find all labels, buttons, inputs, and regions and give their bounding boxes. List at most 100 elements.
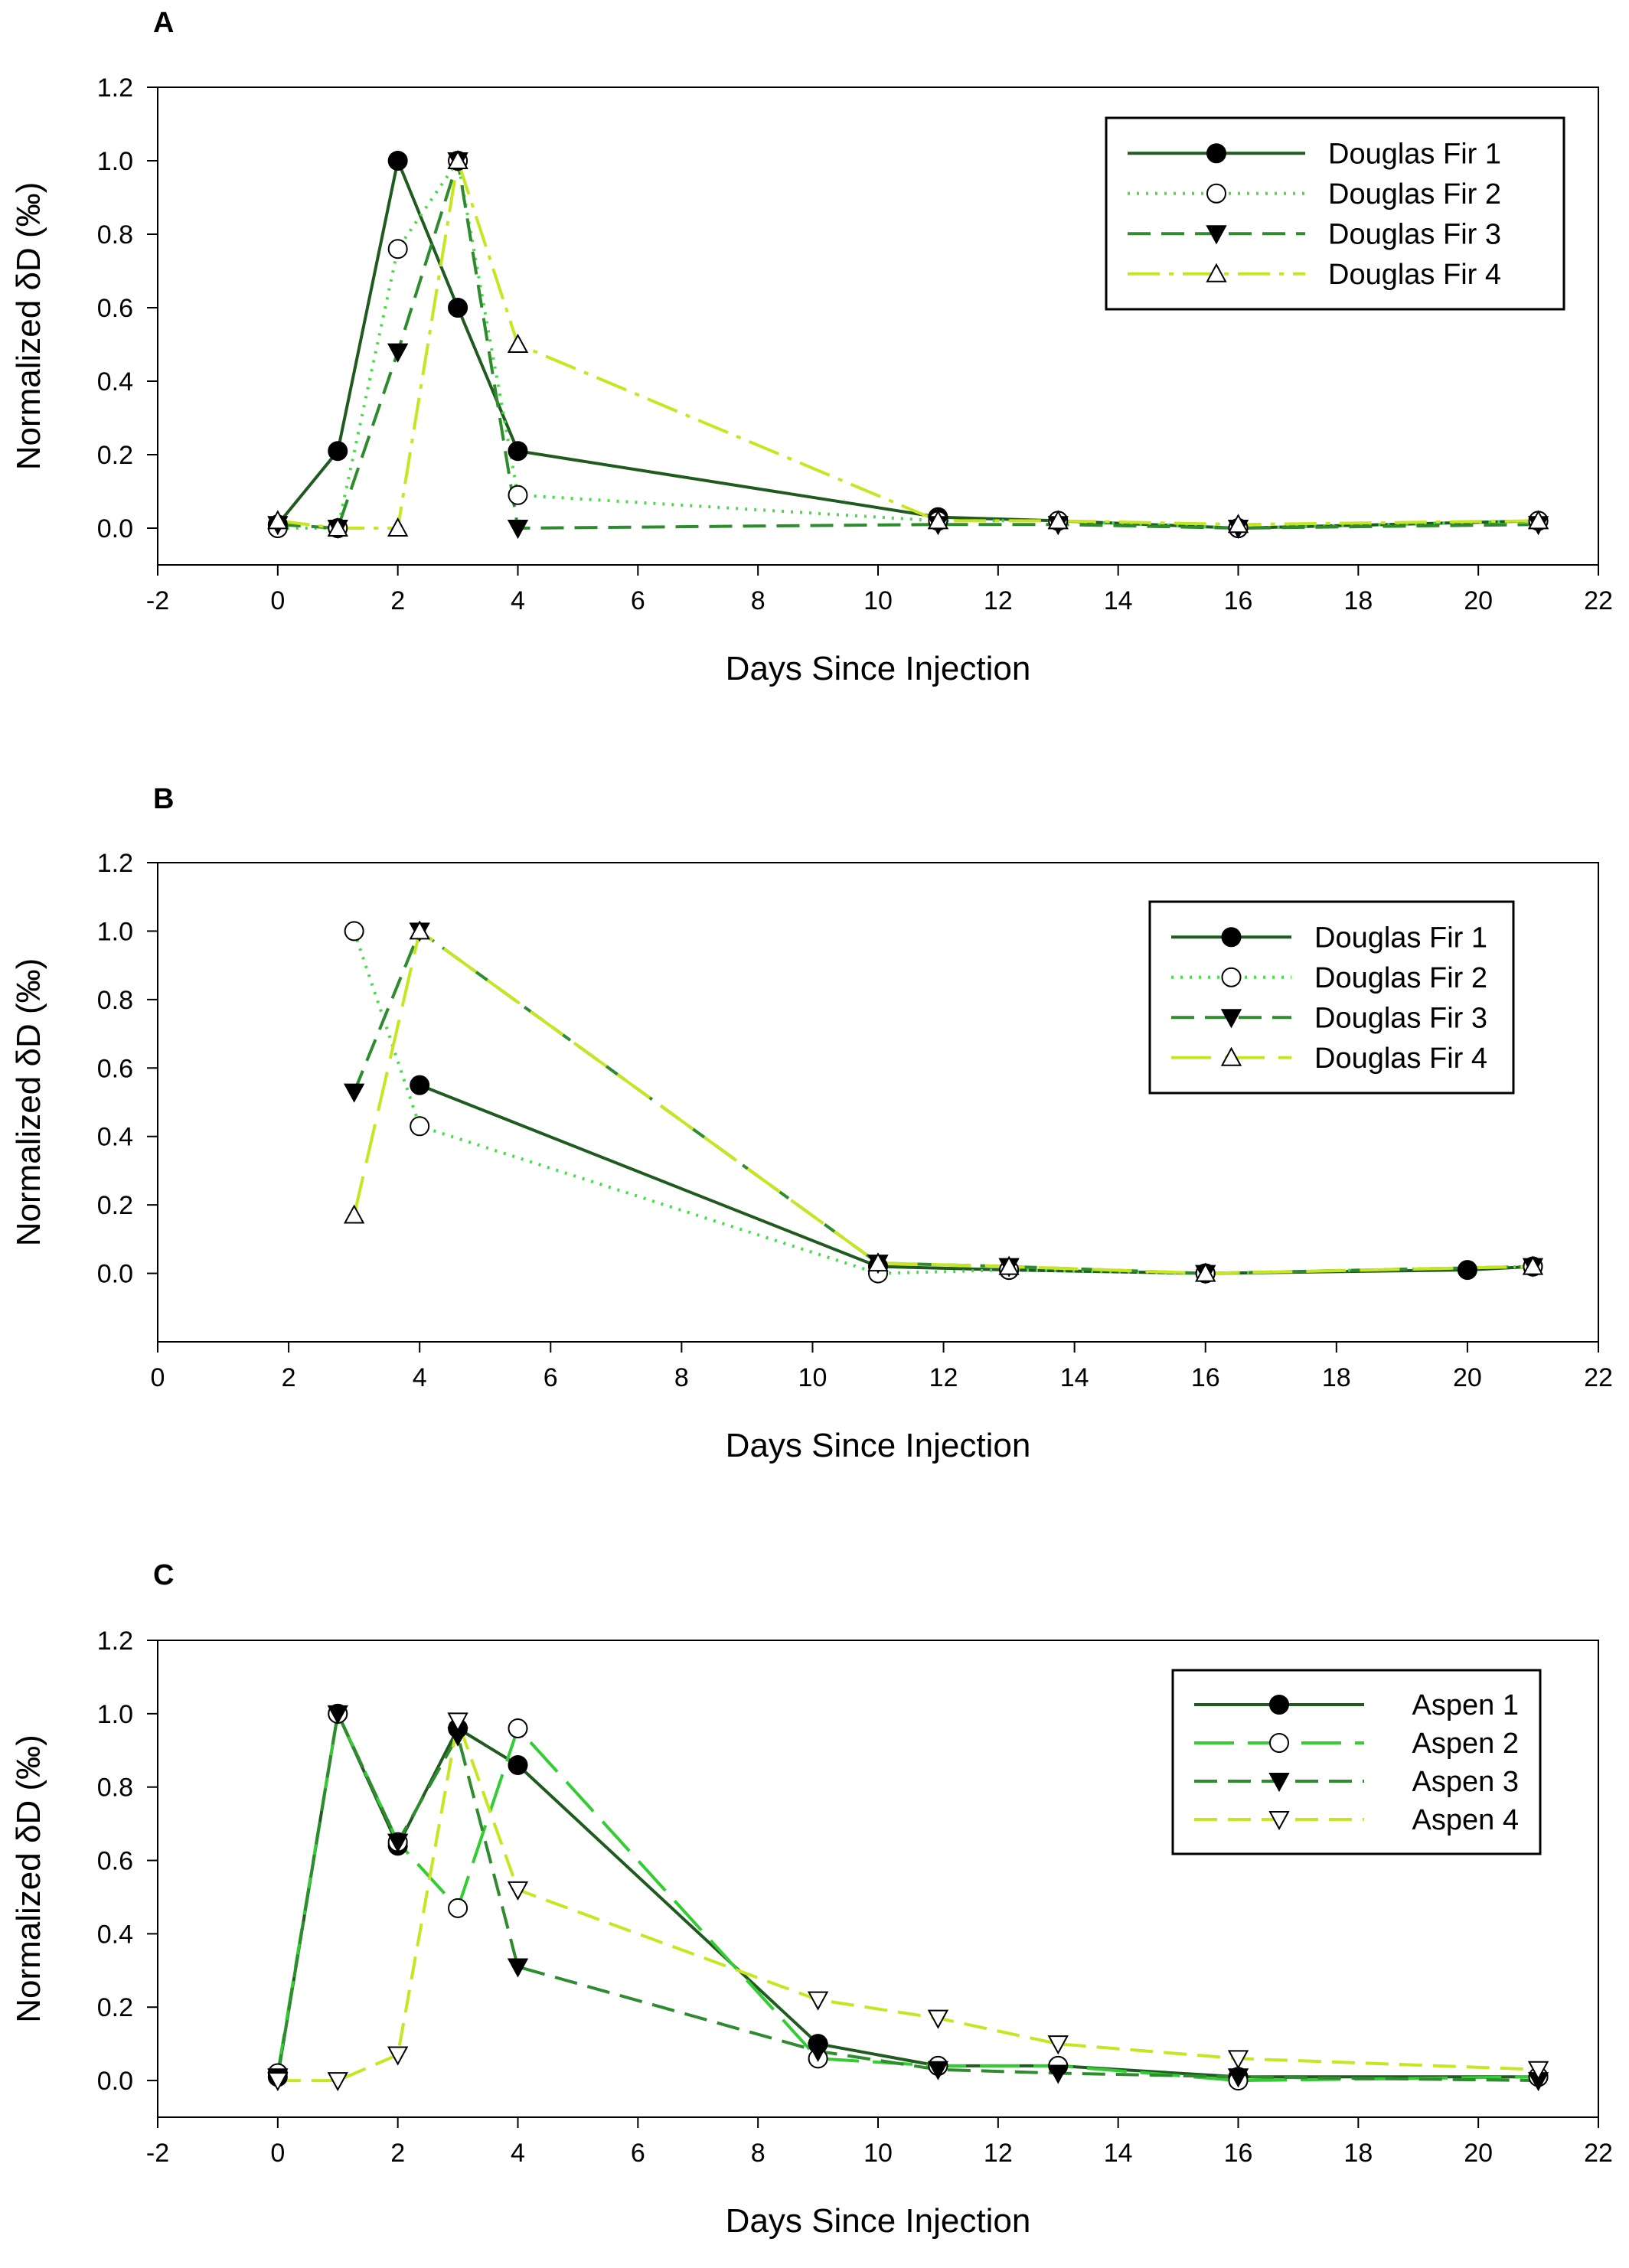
- x-tick-label: 12: [984, 586, 1013, 615]
- x-tick-label: 6: [631, 2139, 645, 2168]
- panel-label: A: [153, 7, 174, 39]
- x-tick-label: 10: [798, 1363, 828, 1392]
- data-point-series-1: [387, 151, 408, 171]
- legend-entry-label: Douglas Fir 2: [1328, 178, 1501, 210]
- legend-marker: [1220, 1046, 1242, 1066]
- x-tick-label: 14: [1104, 586, 1133, 615]
- y-axis-label: Normalized δD (‰): [10, 182, 47, 471]
- data-point-series-4: [1047, 2035, 1069, 2055]
- data-point-series-4: [998, 1255, 1020, 1275]
- data-point-series-2: [508, 485, 528, 505]
- x-tick-label: 14: [1104, 2139, 1133, 2168]
- legend-entry-label: Douglas Fir 4: [1314, 1043, 1487, 1075]
- x-axis-label: Days Since Injection: [726, 650, 1031, 687]
- data-point-series-1: [448, 298, 468, 318]
- data-point-series-3: [387, 1833, 409, 1853]
- x-tick-label: 16: [1224, 2139, 1253, 2168]
- data-point-series-3: [387, 343, 409, 363]
- data-point-series-4: [807, 1991, 829, 2011]
- data-point-series-4: [1227, 514, 1249, 534]
- legend-marker: [1220, 1009, 1242, 1029]
- x-axis-label: Days Since Injection: [726, 2202, 1031, 2240]
- data-point-series-3: [507, 520, 529, 540]
- x-tick-label: 0: [151, 1363, 165, 1392]
- legend-box: [1171, 1669, 1542, 1855]
- data-point-series-2: [508, 1718, 528, 1739]
- x-tick-label: 10: [863, 586, 893, 615]
- data-point-series-4: [507, 1881, 529, 1901]
- x-tick-label: 8: [674, 1363, 689, 1392]
- x-axis-label: Days Since Injection: [726, 1427, 1031, 1464]
- data-point-series-4: [447, 1712, 468, 1732]
- series-line-3: [276, 1712, 1539, 2083]
- y-tick-label: 0.8: [97, 1774, 133, 1803]
- x-tick-label: 20: [1453, 1363, 1482, 1392]
- x-tick-label: 4: [511, 586, 525, 615]
- data-point-series-1: [1457, 1260, 1477, 1281]
- data-point-series-3: [927, 2061, 949, 2080]
- x-tick-label: 16: [1191, 1363, 1220, 1392]
- data-point-series-4: [409, 920, 430, 940]
- data-point-series-3: [1047, 2064, 1069, 2084]
- data-point-series-3: [507, 1958, 529, 1978]
- legend-box: [1148, 900, 1515, 1095]
- legend-entry-label: Aspen 4: [1412, 1804, 1519, 1836]
- data-point-series-3: [807, 2042, 829, 2062]
- y-tick-label: 0.8: [97, 220, 133, 250]
- data-point-series-4: [447, 149, 468, 169]
- legend-entry-label: Douglas Fir 1: [1314, 922, 1487, 954]
- data-point-series-4: [387, 2046, 409, 2066]
- data-point-series-1: [328, 441, 348, 462]
- legend-marker: [1269, 1695, 1289, 1715]
- legend-entry-label: Douglas Fir 3: [1328, 218, 1501, 250]
- x-tick-label: 16: [1224, 586, 1253, 615]
- data-point-series-4: [1527, 2061, 1549, 2080]
- y-tick-label: 1.2: [97, 1627, 133, 1656]
- x-tick-label: 22: [1584, 586, 1613, 615]
- x-tick-label: 4: [511, 2139, 525, 2168]
- legend-marker: [1269, 1733, 1289, 1753]
- x-tick-label: 22: [1584, 1363, 1613, 1392]
- data-point-series-4: [1527, 510, 1549, 530]
- chart-panel-b: B 0 2 4 6 8 10 12 14 16 18 20 22 0.0 0.2 0.4 0.6 0.8 1.0 1.…: [10, 783, 1613, 1464]
- x-tick-label: 8: [751, 586, 766, 615]
- x-tick-label: 6: [544, 1363, 558, 1392]
- y-tick-label: 0.8: [97, 986, 133, 1015]
- y-tick-label: 0.4: [97, 1123, 133, 1152]
- y-tick-label: 0.4: [97, 367, 133, 396]
- series-line-4: [277, 1719, 1539, 2083]
- panel-label: C: [153, 1559, 174, 1591]
- y-tick-label: 0.0: [97, 514, 133, 543]
- data-point-series-4: [327, 2072, 348, 2092]
- legend-marker: [1221, 927, 1242, 948]
- x-tick-label: 20: [1464, 586, 1493, 615]
- y-tick-label: 0.0: [97, 2067, 133, 2096]
- data-point-series-4: [927, 2009, 949, 2029]
- legend-box: [1105, 116, 1565, 311]
- legend: Aspen 1 Aspen 2 Aspen 3 Aspen 4: [1171, 1669, 1542, 1855]
- x-tick-label: 18: [1343, 2139, 1373, 2168]
- y-tick-label: 0.6: [97, 1847, 133, 1876]
- legend-marker: [1206, 183, 1226, 204]
- x-tick-label: 12: [929, 1363, 958, 1392]
- legend-entry-label: Douglas Fir 4: [1328, 259, 1501, 291]
- y-tick-label: 1.0: [97, 147, 133, 176]
- legend-marker: [1268, 1811, 1290, 1831]
- y-tick-label: 0.2: [97, 1191, 133, 1220]
- x-tick-label: 18: [1322, 1363, 1351, 1392]
- series-line-4: [352, 929, 1533, 1275]
- legend-entry-label: Douglas Fir 2: [1314, 962, 1487, 994]
- x-tick-label: 6: [631, 586, 645, 615]
- data-point-series-2: [410, 1116, 430, 1137]
- x-tick-label: 0: [270, 2139, 285, 2168]
- x-tick-label: 18: [1343, 586, 1373, 615]
- x-tick-label: 12: [984, 2139, 1013, 2168]
- data-point-series-4: [387, 517, 409, 537]
- legend: Douglas Fir 1 Douglas Fir 2 Douglas Fir 3 D…: [1105, 116, 1565, 311]
- data-point-series-1: [410, 1075, 430, 1095]
- series-line-1: [419, 1083, 1533, 1275]
- x-tick-label: -2: [146, 2139, 169, 2168]
- x-tick-label: 2: [282, 1363, 296, 1392]
- y-axis-label: Normalized δD (‰): [10, 958, 47, 1247]
- x-tick-label: 20: [1464, 2139, 1493, 2168]
